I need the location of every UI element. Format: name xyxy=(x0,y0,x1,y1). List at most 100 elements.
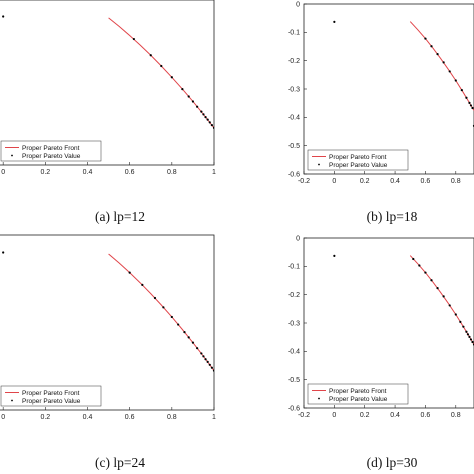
x-tick-label: 0.2 xyxy=(360,412,370,419)
x-tick-label: 0.4 xyxy=(390,412,400,419)
legend-value-label: Proper Pareto Value xyxy=(329,162,388,169)
pareto-value-point xyxy=(208,363,211,366)
x-tick-label: 0.6 xyxy=(125,414,135,421)
x-tick-label: 0.6 xyxy=(421,178,431,185)
pareto-front-line xyxy=(108,253,214,371)
pareto-value-point xyxy=(204,358,207,361)
pareto-value-point xyxy=(206,118,209,121)
pareto-value-point xyxy=(202,113,205,116)
pareto-value-point xyxy=(333,20,336,23)
x-tick-label: 0.2 xyxy=(40,414,50,421)
x-tick-label: -0.2 xyxy=(298,412,310,419)
pareto-value-point xyxy=(191,100,195,103)
pareto-value-point xyxy=(202,355,205,358)
plot-area xyxy=(333,254,474,346)
legend-value-swatch xyxy=(318,397,320,400)
pareto-value-point xyxy=(471,340,474,344)
legend-front-label: Proper Pareto Front xyxy=(22,390,80,397)
pareto-value-point xyxy=(200,110,203,113)
x-tick-label: 0.8 xyxy=(167,414,177,421)
pareto-value-point xyxy=(454,79,457,82)
plot-area xyxy=(2,251,214,372)
x-tick-label: 1 xyxy=(212,414,216,421)
y-tick-label: -0.1 xyxy=(288,30,300,37)
x-tick-label: 0 xyxy=(332,412,336,419)
pareto-value-point xyxy=(170,76,173,79)
y-tick-label: -0.5 xyxy=(288,143,300,150)
x-tick-label: 1 xyxy=(212,169,216,176)
pareto-value-point xyxy=(210,124,213,127)
pareto-value-point xyxy=(183,331,186,334)
x-tick-label: 0.4 xyxy=(390,178,400,185)
pareto-front-line xyxy=(409,21,474,111)
y-tick-label: -0.6 xyxy=(288,405,300,412)
pareto-value-point xyxy=(465,330,468,333)
pareto-value-point xyxy=(469,104,473,107)
legend-front-label: Proper Pareto Front xyxy=(22,145,80,152)
y-tick-label: -0.4 xyxy=(288,115,300,122)
x-tick-label: 0.8 xyxy=(451,412,461,419)
legend-front-label: Proper Pareto Front xyxy=(329,154,387,161)
x-tick-label: 0.8 xyxy=(167,169,177,176)
pareto-value-point xyxy=(196,105,199,108)
x-tick-label: 0.4 xyxy=(83,414,93,421)
pareto-value-point xyxy=(333,254,336,257)
x-tick-label: 0.6 xyxy=(125,169,135,176)
pareto-value-point xyxy=(196,347,199,350)
pareto-value-point xyxy=(459,320,462,323)
pareto-value-point xyxy=(430,45,433,48)
y-tick-label: -0.5 xyxy=(288,377,300,384)
pareto-value-point xyxy=(208,121,211,124)
panel-2: -0.2 0 0.2 0.4 0.6 0.8 0 -0.1 -0.2 -0.3 -0.4 -0.5 -0… xyxy=(288,1,474,224)
pareto-front-line xyxy=(108,17,214,129)
x-tick-label: 0 xyxy=(332,178,336,185)
pareto-value-point xyxy=(436,287,439,290)
x-tick-label: 0.6 xyxy=(421,412,431,419)
x-tick-label: 0.8 xyxy=(451,178,461,185)
axes-box xyxy=(0,0,215,166)
pareto-value-point xyxy=(466,333,470,336)
pareto-value-point xyxy=(469,338,473,341)
legend-value-label: Proper Pareto Value xyxy=(22,398,81,405)
pareto-value-point xyxy=(454,313,457,316)
y-tick-label: -0.1 xyxy=(288,264,300,271)
pareto-value-point xyxy=(170,315,173,319)
pareto-value-point xyxy=(442,61,445,64)
pareto-value-point xyxy=(162,306,165,309)
panel-4: -0.2 0 0.2 0.4 0.6 0.8 0 -0.1 -0.2 -0.3 -0.4 -0.5 -0… xyxy=(288,235,474,470)
plot-area xyxy=(2,15,214,129)
x-tick-label: 0.2 xyxy=(40,169,50,176)
panel-caption: (b) lp=18 xyxy=(367,209,418,224)
legend-front-label: Proper Pareto Front xyxy=(329,388,387,395)
pareto-value-point xyxy=(187,336,190,339)
pareto-front-line xyxy=(409,255,474,345)
legend-box xyxy=(0,140,102,162)
pareto-value-point xyxy=(424,271,427,274)
pareto-value-point xyxy=(462,325,465,328)
pareto-value-point xyxy=(430,279,433,282)
axes-box xyxy=(303,237,474,409)
pareto-value-point xyxy=(212,369,214,372)
pareto-value-point xyxy=(424,37,427,40)
panel-caption: (d) lp=30 xyxy=(367,455,418,470)
pareto-value-point xyxy=(153,296,157,300)
pareto-value-point xyxy=(206,360,209,363)
y-tick-label: -0.4 xyxy=(288,349,300,356)
x-tick-label: 0 xyxy=(1,414,5,421)
x-tick-label: -0.2 xyxy=(298,178,310,185)
legend-box xyxy=(307,149,409,171)
pareto-value-point xyxy=(128,271,131,274)
pareto-value-point xyxy=(200,352,203,355)
y-tick-label: -0.2 xyxy=(288,292,300,299)
x-tick-label: 0 xyxy=(1,169,5,176)
y-tick-label: -0.3 xyxy=(288,320,300,327)
pareto-value-point xyxy=(448,70,451,73)
legend-value-label: Proper Pareto Value xyxy=(329,396,388,403)
pareto-value-point xyxy=(160,64,163,68)
y-tick-label: -0.2 xyxy=(288,58,300,65)
pareto-value-point xyxy=(212,126,214,129)
pareto-value-point xyxy=(442,295,445,298)
